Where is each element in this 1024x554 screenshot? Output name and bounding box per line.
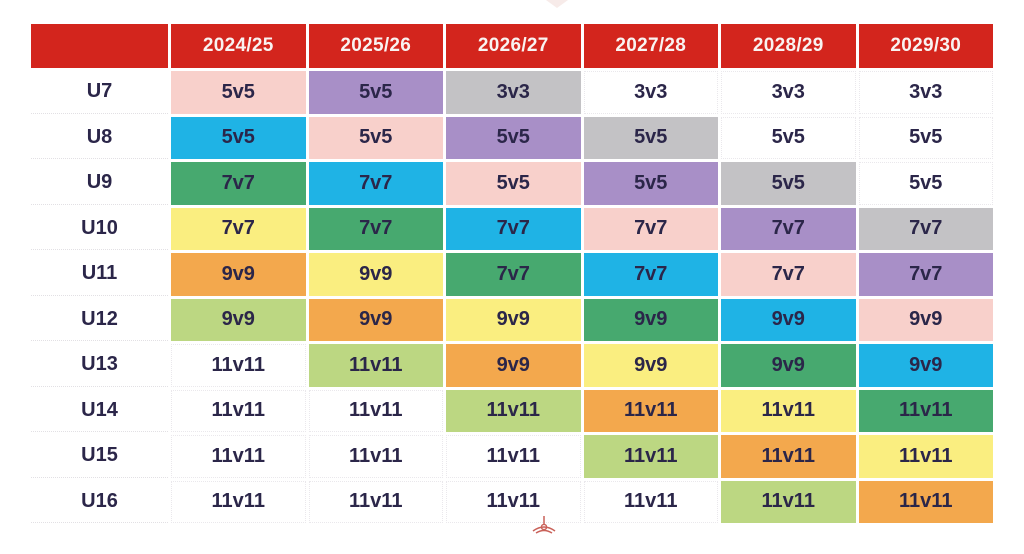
format-cell: 9v9 — [171, 253, 306, 296]
format-cell: 11v11 — [308, 480, 443, 523]
format-cell: 11v11 — [308, 344, 443, 387]
format-cell: 11v11 — [721, 389, 856, 432]
format-cell: 11v11 — [583, 389, 718, 432]
age-group-label: U14 — [31, 389, 168, 432]
format-cell: 7v7 — [583, 207, 718, 250]
age-group-label: U12 — [31, 298, 168, 341]
season-header: 2026/27 — [446, 24, 581, 68]
format-cell: 7v7 — [446, 207, 581, 250]
format-cell: 3v3 — [446, 71, 581, 114]
format-cell: 11v11 — [171, 435, 306, 478]
format-cell: 3v3 — [583, 71, 718, 114]
format-cell: 5v5 — [858, 116, 993, 159]
format-cell: 11v11 — [858, 480, 993, 523]
season-header: 2027/28 — [583, 24, 718, 68]
format-cell: 5v5 — [858, 162, 993, 205]
format-cell: 5v5 — [721, 162, 856, 205]
format-cell: 7v7 — [171, 162, 306, 205]
season-header: 2029/30 — [858, 24, 993, 68]
format-cell: 7v7 — [858, 207, 993, 250]
format-cell: 9v9 — [583, 344, 718, 387]
format-cell: 7v7 — [721, 253, 856, 296]
format-cell: 5v5 — [308, 116, 443, 159]
season-format-table: 2024/25 2025/26 2026/27 2027/28 2028/29 2029/… — [31, 24, 993, 523]
format-cell: 3v3 — [721, 71, 856, 114]
format-cell: 7v7 — [446, 253, 581, 296]
format-cell: 5v5 — [171, 71, 306, 114]
age-group-label: U9 — [31, 162, 168, 205]
format-cell: 5v5 — [583, 116, 718, 159]
format-cell: 9v9 — [583, 298, 718, 341]
season-header: 2024/25 — [171, 24, 306, 68]
age-group-label: U10 — [31, 207, 168, 250]
format-cell: 11v11 — [858, 389, 993, 432]
age-group-label: U11 — [31, 253, 168, 296]
format-cell: 11v11 — [721, 435, 856, 478]
format-cell: 7v7 — [308, 162, 443, 205]
format-cell: 3v3 — [858, 71, 993, 114]
format-cell: 11v11 — [171, 389, 306, 432]
format-cell: 11v11 — [446, 389, 581, 432]
age-group-label: U16 — [31, 480, 168, 523]
format-cell: 9v9 — [721, 344, 856, 387]
format-cell: 11v11 — [171, 344, 306, 387]
format-cell: 9v9 — [446, 298, 581, 341]
format-cell: 7v7 — [583, 253, 718, 296]
format-cell: 9v9 — [308, 298, 443, 341]
format-cell: 7v7 — [171, 207, 306, 250]
age-group-label: U7 — [31, 71, 168, 114]
format-cell: 11v11 — [446, 435, 581, 478]
format-cell: 11v11 — [583, 435, 718, 478]
age-group-label: U15 — [31, 435, 168, 478]
format-cell: 11v11 — [308, 435, 443, 478]
format-cell: 5v5 — [446, 116, 581, 159]
format-cell: 5v5 — [308, 71, 443, 114]
age-group-label: U13 — [31, 344, 168, 387]
format-cell: 11v11 — [446, 480, 581, 523]
season-header: 2025/26 — [308, 24, 443, 68]
format-cell: 5v5 — [446, 162, 581, 205]
format-cell: 7v7 — [308, 207, 443, 250]
age-group-label: U8 — [31, 116, 168, 159]
format-cell: 9v9 — [858, 344, 993, 387]
format-cell: 5v5 — [721, 116, 856, 159]
format-cell: 11v11 — [858, 435, 993, 478]
format-cell: 11v11 — [721, 480, 856, 523]
format-cell: 11v11 — [171, 480, 306, 523]
season-header: 2028/29 — [721, 24, 856, 68]
format-cell: 9v9 — [858, 298, 993, 341]
format-cell: 5v5 — [171, 116, 306, 159]
cropped-logo-tip-icon — [546, 0, 568, 8]
red-crest-icon — [530, 514, 558, 545]
format-cell: 9v9 — [308, 253, 443, 296]
format-cell: 9v9 — [171, 298, 306, 341]
format-cell: 9v9 — [446, 344, 581, 387]
format-cell: 7v7 — [858, 253, 993, 296]
table-corner-header — [31, 24, 168, 68]
format-cell: 11v11 — [583, 480, 718, 523]
format-cell: 11v11 — [308, 389, 443, 432]
format-cell: 5v5 — [583, 162, 718, 205]
format-cell: 7v7 — [721, 207, 856, 250]
format-cell: 9v9 — [721, 298, 856, 341]
